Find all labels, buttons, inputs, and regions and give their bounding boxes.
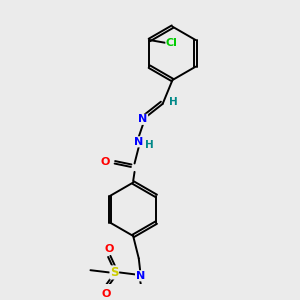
Text: N: N — [134, 137, 143, 147]
Text: H: H — [145, 140, 154, 150]
Text: Cl: Cl — [166, 38, 178, 48]
Text: S: S — [110, 266, 118, 279]
Text: O: O — [105, 244, 114, 254]
Text: O: O — [101, 157, 110, 167]
Text: N: N — [136, 271, 145, 281]
Text: O: O — [102, 289, 111, 299]
Text: N: N — [138, 114, 148, 124]
Text: H: H — [169, 98, 178, 107]
